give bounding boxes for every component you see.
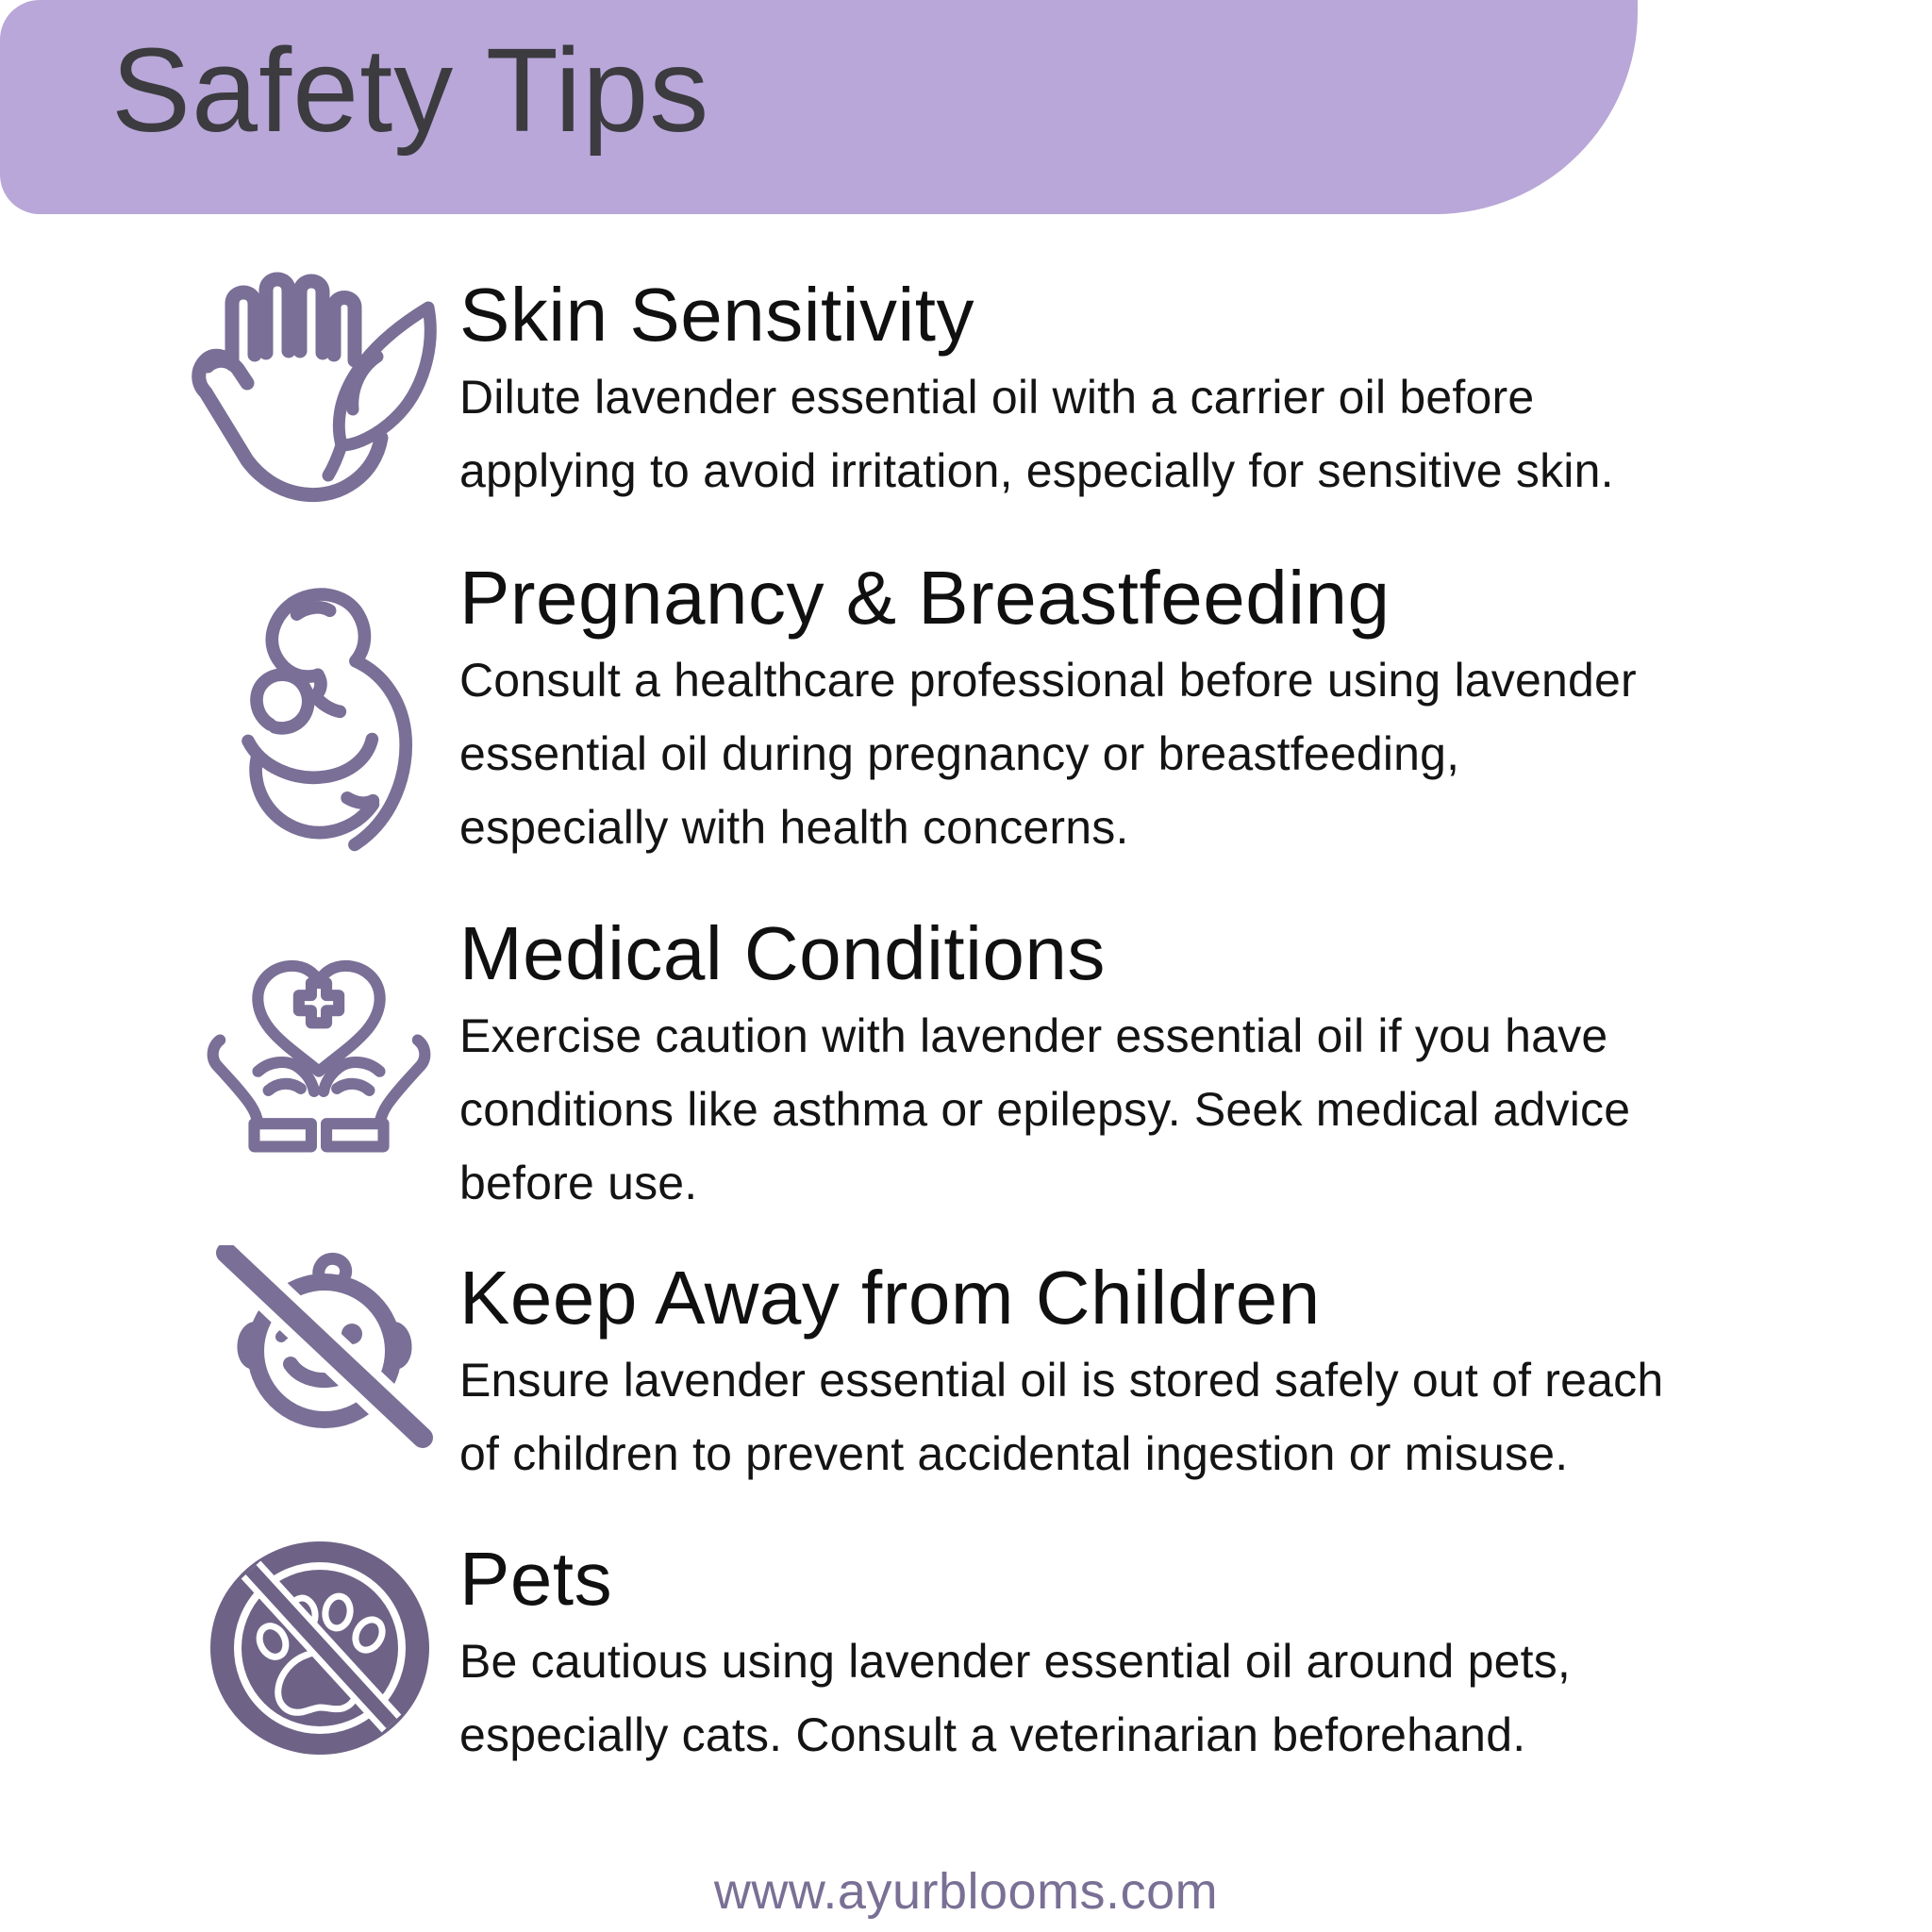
section-skin-sensitivity: Skin Sensitivity Dilute lavender essenti…	[459, 274, 1614, 508]
section-body: Be cautious using lavender essential oil…	[459, 1635, 1572, 1761]
no-pets-icon	[209, 1541, 431, 1757]
section-body: Exercise caution with lavender essential…	[459, 1009, 1631, 1209]
no-children-icon	[211, 1245, 438, 1453]
section-title: Pregnancy & Breastfeeding	[459, 556, 1391, 640]
section-body: Dilute lavender essential oil with a car…	[459, 371, 1614, 497]
section-body: Consult a healthcare professional before…	[459, 654, 1637, 854]
page-title: Safety Tips	[111, 24, 710, 157]
footer-url: www.ayurblooms.com	[713, 1863, 1219, 1920]
heart-hands-icon	[200, 928, 438, 1153]
section-title: Medical Conditions	[459, 911, 1106, 995]
section-keep-away-children: Keep Away from Children Ensure lavender …	[459, 1257, 1663, 1491]
hand-feather-icon	[189, 260, 441, 504]
section-pets: Pets Be cautious using lavender essentia…	[459, 1538, 1571, 1772]
header-banner	[0, 0, 1638, 214]
section-title: Keep Away from Children	[459, 1256, 1321, 1340]
section-title: Skin Sensitivity	[459, 273, 974, 357]
section-medical-conditions: Medical Conditions Exercise caution with…	[459, 912, 1630, 1220]
section-title: Pets	[459, 1537, 613, 1621]
section-pregnancy-breastfeeding: Pregnancy & Breastfeeding Consult a heal…	[459, 557, 1637, 864]
mother-baby-icon	[211, 585, 423, 860]
section-body: Ensure lavender essential oil is stored …	[459, 1354, 1664, 1480]
